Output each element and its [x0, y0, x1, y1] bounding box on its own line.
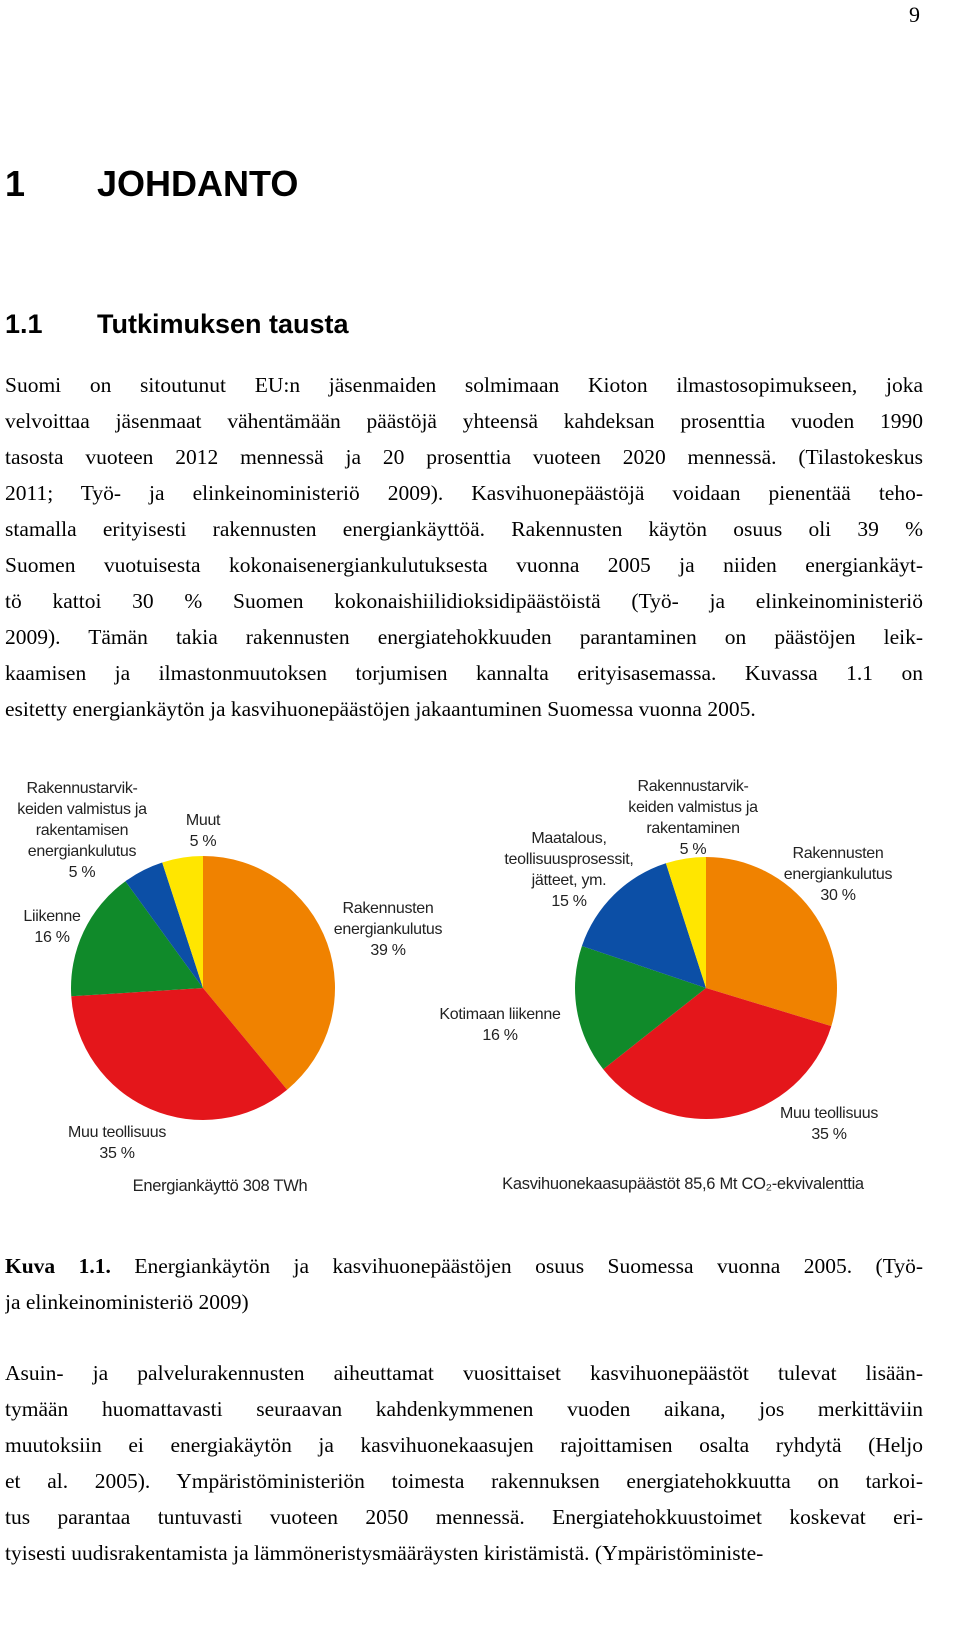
- slice-label: Maatalous, teollisuusprosessit, jätteet,…: [504, 828, 633, 912]
- slice-value: 5 %: [189, 833, 217, 850]
- slice-name: Muu teollisuus: [779, 1105, 879, 1122]
- pie-slice: [203, 856, 336, 1090]
- text-line: kaamisen ja ilmastonmuutoksen torjumisen…: [5, 661, 923, 685]
- slice-label: Rakennusten energiankulutus 30 %: [783, 843, 893, 906]
- text-line: 2009). Tämän takia rakennusten energiate…: [5, 625, 923, 649]
- slice-name: Muut: [185, 812, 221, 829]
- slice-value: 30 %: [820, 887, 856, 904]
- chart-note: Energiankäyttö 308 TWh: [132, 1177, 308, 1195]
- caption-label: Kuva 1.1.: [5, 1254, 111, 1278]
- slice-name: Maatalous, teollisuusprosessit, jätteet,…: [504, 830, 634, 889]
- slice-label: Liikenne 16 %: [23, 906, 81, 948]
- pie-slice: [665, 857, 706, 988]
- text-line: muutoksiin ei energiakäytön ja kasvihuon…: [5, 1433, 923, 1457]
- slice-value: 39 %: [370, 942, 406, 959]
- slice-name: Kotimaan liikenne: [439, 1006, 561, 1023]
- slice-value: 35 %: [811, 1126, 847, 1143]
- pie-slice: [581, 863, 706, 988]
- text-line: et al. 2005). Ympäristöministeriön toime…: [5, 1469, 923, 1493]
- pie-slice: [71, 881, 204, 997]
- text-line: Suomen vuotuisesta kokonaisenergiankulut…: [5, 553, 923, 577]
- page-number: 9: [909, 2, 920, 27]
- text-line: 2011; Työ- ja elinkeinoministeriö 2009).…: [5, 481, 923, 505]
- slice-name: Rakennusten energiankulutus: [783, 845, 893, 883]
- slice-value: 16 %: [482, 1027, 518, 1044]
- text-line: tus parantaa tuntuvasti vuoteen 2050 men…: [5, 1505, 923, 1529]
- slice-name: Rakennustarvik- keiden valmistus ja rake…: [17, 780, 147, 860]
- heading-number: 1: [5, 163, 26, 204]
- slice-label: Rakennustarvik- keiden valmistus ja rake…: [628, 776, 758, 860]
- pie-slice: [162, 856, 203, 988]
- caption-text: ja elinkeinoministeriö 2009): [5, 1290, 249, 1314]
- heading-title: JOHDANTO: [97, 163, 299, 204]
- text-line: tymään huomattavasti seuraavan kahdenkym…: [5, 1397, 923, 1421]
- slice-label: Rakennusten energiankulutus 39 %: [333, 898, 443, 961]
- caption-text: Energiankäytön ja kasvihuonepäästöjen os…: [134, 1254, 923, 1278]
- slice-label: Muu teollisuus 35 %: [68, 1122, 166, 1164]
- text-line: stamalla erityisesti rakennusten energia…: [5, 517, 923, 541]
- slice-label: Muut 5 %: [185, 810, 221, 852]
- slice-value: 35 %: [99, 1145, 135, 1162]
- text-line: velvoittaa jäsenmaat vähentämään päästöj…: [5, 409, 923, 433]
- slice-label: Rakennustarvik- keiden valmistus ja rake…: [17, 778, 147, 883]
- pie-slice: [706, 857, 837, 1027]
- text-line: tyisesti uudisrakentamista ja lämmöneris…: [5, 1541, 764, 1565]
- pie-slice: [71, 988, 288, 1120]
- caption-line: ja elinkeinoministeriö 2009): [5, 1284, 923, 1320]
- slice-value: 5 %: [68, 864, 96, 881]
- text-line: esitetty energiankäytön ja kasvihuonepää…: [5, 697, 756, 721]
- caption-line: Kuva 1.1. Energiankäytön ja kasvihuonepä…: [5, 1248, 923, 1284]
- slice-name: Muu teollisuus: [67, 1124, 167, 1141]
- text-line: tasosta vuoteen 2012 mennessä ja 20 pros…: [5, 445, 923, 469]
- chart-note: Kasvihuonekaasupäästöt 85,6 Mt CO₂-ekviv…: [502, 1175, 864, 1193]
- text-line: Suomi on sitoutunut EU:n jäsenmaiden sol…: [5, 373, 923, 397]
- text-line: tö kattoi 30 % Suomen kokonaishiilidioks…: [5, 589, 923, 613]
- slice-name: Liikenne: [23, 908, 81, 925]
- pie-slice: [574, 945, 706, 1070]
- slice-value: 5 %: [679, 841, 707, 858]
- slice-label: Kotimaan liikenne 16 %: [439, 1004, 561, 1046]
- slice-label: Muu teollisuus 35 %: [780, 1103, 878, 1145]
- pie-slice: [603, 988, 832, 1120]
- subheading-number: 1.1: [5, 309, 43, 339]
- slice-value: 16 %: [34, 929, 70, 946]
- slice-name: Rakennusten energiankulutus: [333, 900, 443, 938]
- text-line: Asuin- ja palvelurakennusten aiheuttamat…: [5, 1361, 923, 1385]
- pie-slice: [125, 862, 203, 988]
- slice-name: Rakennustarvik- keiden valmistus ja rake…: [628, 778, 758, 837]
- slice-value: 15 %: [551, 893, 587, 910]
- subheading-title: Tutkimuksen tausta: [97, 309, 349, 339]
